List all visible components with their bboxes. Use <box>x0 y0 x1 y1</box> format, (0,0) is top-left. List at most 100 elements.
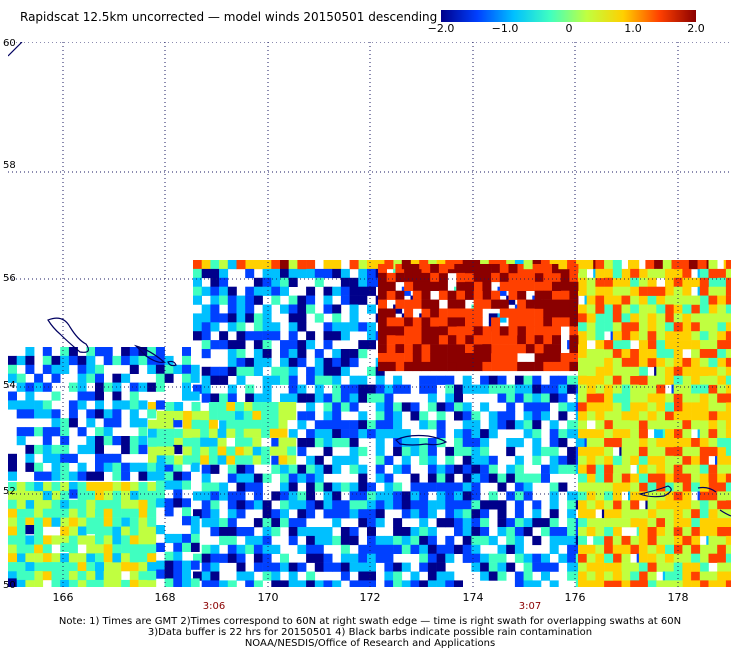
wind-data-cell <box>271 366 281 376</box>
wind-data-cell <box>288 464 298 474</box>
wind-data-cell <box>656 464 666 474</box>
wind-data-cell <box>297 322 307 332</box>
wind-data-cell <box>384 580 394 587</box>
wind-data-cell <box>517 308 527 318</box>
wind-data-cell <box>201 464 211 474</box>
wind-data-cell <box>621 553 631 563</box>
wind-data-cell <box>332 366 342 376</box>
wind-data-cell <box>367 304 376 314</box>
wind-data-cell <box>68 562 78 572</box>
wind-data-cell <box>612 509 622 519</box>
wind-data-cell <box>51 444 61 455</box>
wind-data-cell <box>532 473 542 483</box>
wind-data-cell <box>208 410 218 421</box>
wind-data-cell <box>323 375 333 385</box>
wind-data-cell <box>155 364 165 374</box>
wind-data-cell <box>725 509 731 519</box>
wind-data-cell <box>708 535 718 546</box>
wind-data-cell <box>471 482 481 492</box>
wind-data-cell <box>630 402 640 412</box>
wind-data-cell <box>523 553 533 563</box>
wind-data-cell <box>323 340 333 350</box>
wind-data-cell <box>480 375 490 385</box>
wind-data-cell <box>725 482 731 492</box>
wind-data-cell <box>314 535 324 546</box>
wind-data-cell <box>612 402 622 412</box>
wind-data-cell <box>506 411 516 421</box>
wind-data-cell <box>471 500 481 510</box>
wind-data-cell <box>578 322 587 332</box>
wind-data-cell <box>604 286 614 296</box>
wind-data-cell <box>393 420 403 430</box>
wind-data-cell <box>699 331 709 341</box>
wind-data-cell <box>25 364 35 374</box>
wind-data-cell <box>227 304 237 314</box>
wind-data-cell <box>227 473 237 483</box>
wind-data-cell <box>491 264 501 274</box>
wind-data-cell <box>445 491 455 501</box>
lat-label: 50 <box>3 580 16 591</box>
wind-data-cell <box>569 361 579 372</box>
wind-data-cell <box>358 286 368 296</box>
wind-data-cell <box>419 518 429 528</box>
wind-data-cell <box>630 482 640 492</box>
wind-data-cell <box>208 402 218 412</box>
wind-data-cell <box>219 491 229 501</box>
wind-data-cell <box>201 286 211 296</box>
wind-data-cell <box>210 277 220 287</box>
wind-data-cell <box>253 340 263 350</box>
wind-data-cell <box>699 304 709 314</box>
wind-data-cell <box>148 402 157 412</box>
wind-data-cell <box>699 384 709 394</box>
wind-data-cell <box>725 268 731 279</box>
wind-data-cell <box>419 482 429 492</box>
wind-data-cell <box>262 286 272 296</box>
wind-data-cell <box>288 562 298 572</box>
wind-data-cell <box>77 373 87 383</box>
wind-data-cell <box>427 553 437 563</box>
wind-data-cell <box>604 402 614 412</box>
wind-data-cell <box>447 335 457 345</box>
wind-data-cell <box>314 580 324 587</box>
wind-data-cell <box>491 299 501 309</box>
wind-data-cell <box>630 286 640 296</box>
wind-data-cell <box>297 473 307 483</box>
wind-data-cell <box>393 402 403 412</box>
wind-data-cell <box>86 355 96 366</box>
wind-data-cell <box>306 509 316 519</box>
wind-data-cell <box>201 313 211 323</box>
wind-data-cell <box>95 508 104 518</box>
wind-data-cell <box>604 322 614 332</box>
wind-data-cell <box>121 400 131 410</box>
wind-data-cell <box>541 553 550 563</box>
wind-data-cell <box>404 335 414 345</box>
wind-data-cell <box>699 544 709 554</box>
wind-data-cell <box>612 268 622 279</box>
wind-data-cell <box>552 290 561 300</box>
colorbar-tick-label: −1.0 <box>491 22 519 35</box>
wind-data-cell <box>595 455 605 465</box>
wind-data-cell <box>725 411 731 421</box>
wind-data-cell <box>288 384 298 394</box>
wind-data-cell <box>697 260 707 270</box>
wind-data-cell <box>525 281 535 291</box>
wind-data-cell <box>103 517 113 527</box>
wind-data-cell <box>578 464 587 474</box>
wind-data-cell <box>404 326 414 336</box>
wind-data-cell <box>612 295 622 305</box>
wind-data-cell <box>558 438 568 448</box>
wind-data-cell <box>645 260 655 270</box>
wind-data-cell <box>586 393 596 403</box>
wind-data-cell <box>725 384 731 394</box>
wind-data-cell <box>219 340 229 350</box>
wind-data-cell <box>42 562 52 572</box>
wind-data-cell <box>332 384 342 394</box>
colorbar-tick-label: 1.0 <box>624 22 642 35</box>
wind-data-cell <box>332 535 342 546</box>
wind-data-cell <box>358 411 368 421</box>
wind-data-cell <box>306 527 316 537</box>
wind-data-cell <box>271 562 281 572</box>
wind-data-cell <box>245 313 255 323</box>
wind-data-cell <box>332 268 342 279</box>
wind-data-cell <box>165 402 175 412</box>
